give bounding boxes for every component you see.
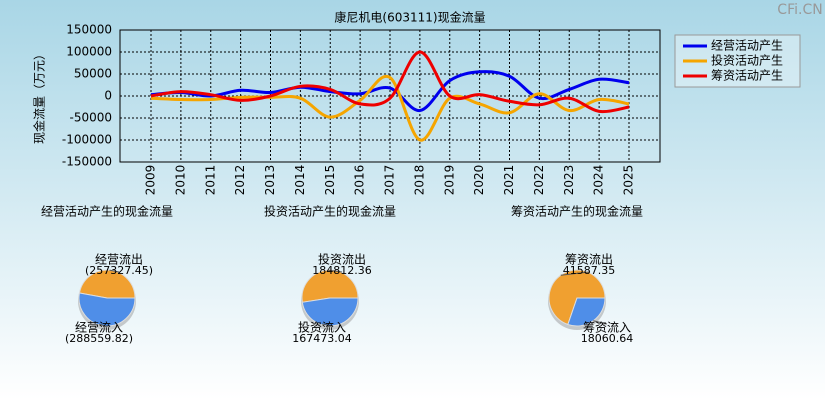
pie-leader <box>327 269 343 273</box>
y-tick-label: 100000 <box>66 45 112 59</box>
series-line <box>150 74 630 142</box>
pie-leader <box>109 269 120 273</box>
pie-label: 筹资流入 <box>583 321 631 335</box>
legend-label: 筹资活动产生 <box>711 69 783 83</box>
x-tick-label: 2014 <box>293 165 307 196</box>
y-tick-label: 0 <box>104 89 112 103</box>
y-axis-label: 现金流量（万元） <box>32 48 47 144</box>
y-tick-label: -50000 <box>69 111 112 125</box>
pie-value-label: 167473.04 <box>292 332 352 345</box>
pie-value-label: 184812.36 <box>312 264 372 277</box>
x-tick-label: 2025 <box>622 165 636 196</box>
pie-leader <box>593 320 608 325</box>
pie-leader <box>321 323 333 327</box>
x-tick-label: 2024 <box>592 165 606 196</box>
watermark: CFi.CN <box>777 2 822 18</box>
pie-label: 筹资流出 <box>565 253 613 267</box>
x-tick-label: 2023 <box>562 165 576 196</box>
pie-slice <box>567 297 606 327</box>
pie-title: 投资活动产生的现金流量 <box>264 204 396 219</box>
pie-slice <box>548 269 606 326</box>
pie-value-label: 41587.35 <box>563 264 616 277</box>
pie-leader <box>560 271 590 276</box>
y-tick-label: -100000 <box>62 133 112 147</box>
pie-label: 投资流出 <box>318 252 366 267</box>
x-tick-label: 2021 <box>502 165 516 196</box>
chart-title: 康尼机电(603111)现金流量 <box>334 10 485 25</box>
x-tick-label: 2010 <box>173 165 187 196</box>
legend-label: 投资活动产生 <box>711 53 783 68</box>
x-tick-label: 2017 <box>383 165 397 196</box>
pie-value-label: 18060.64 <box>581 332 634 345</box>
y-tick-label: 50000 <box>74 67 112 81</box>
y-tick-label: 150000 <box>66 23 112 37</box>
x-tick-label: 2016 <box>353 165 367 196</box>
pie-title: 经营活动产生的现金流量 <box>41 204 173 219</box>
x-tick-label: 2015 <box>323 165 337 196</box>
x-tick-label: 2011 <box>203 165 217 196</box>
pie-title: 筹资活动产生的现金流量 <box>511 204 643 219</box>
pie-label: 经营流入 <box>75 321 123 335</box>
x-tick-label: 2012 <box>233 165 247 196</box>
pie-value-label: (257327.45) <box>85 264 153 277</box>
x-tick-label: 2013 <box>263 165 277 196</box>
legend-label: 经营活动产生 <box>711 39 783 53</box>
x-tick-label: 2018 <box>412 165 426 196</box>
pie-label: 投资流入 <box>298 320 346 335</box>
y-tick-label: -150000 <box>62 155 112 169</box>
x-tick-label: 2020 <box>472 165 486 196</box>
pie-leader <box>98 323 105 327</box>
x-tick-label: 2009 <box>144 165 158 196</box>
pie-label: 经营流出 <box>95 253 143 267</box>
series-line <box>150 50 630 114</box>
pie-value-label: (288559.82) <box>65 332 133 345</box>
x-tick-label: 2019 <box>442 165 456 196</box>
x-tick-label: 2022 <box>532 165 546 196</box>
